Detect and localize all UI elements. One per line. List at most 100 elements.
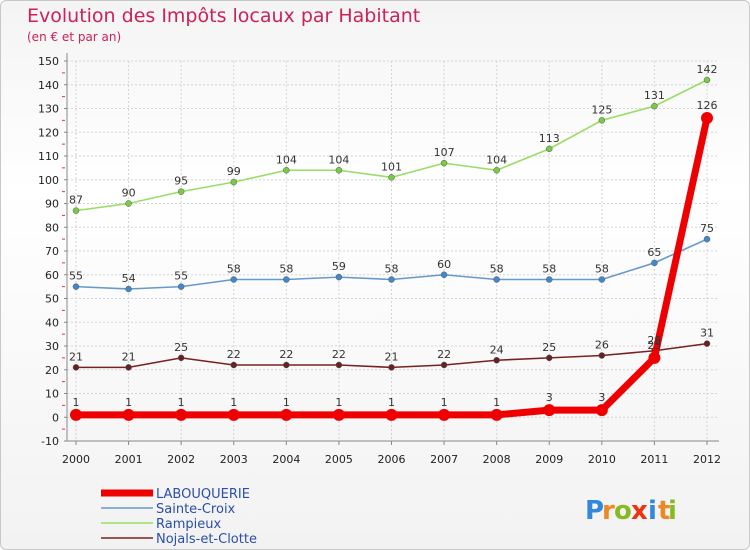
data-label: 99 — [227, 165, 241, 178]
x-tick-label: 2000 — [62, 453, 90, 466]
data-label: 113 — [539, 132, 560, 145]
data-label: 126 — [697, 99, 718, 112]
data-label: 1 — [230, 396, 237, 409]
data-point — [388, 364, 395, 371]
data-point — [335, 167, 343, 174]
y-tick-label: 0 — [52, 411, 59, 424]
data-point — [493, 276, 500, 283]
y-tick-label: 40 — [45, 316, 59, 329]
series-layer — [70, 76, 713, 421]
x-tick-label: 2007 — [430, 453, 458, 466]
data-label: 101 — [381, 160, 402, 173]
brand-letter: t — [658, 496, 670, 526]
brand-letter: P — [585, 496, 604, 526]
data-label: 1 — [283, 396, 290, 409]
data-label: 21 — [122, 350, 136, 363]
chart-title: Evolution des Impôts locaux par Habitant — [27, 5, 420, 27]
y-tick-label: 120 — [38, 126, 59, 139]
y-tick-label: 140 — [38, 79, 59, 92]
data-label: 104 — [328, 153, 349, 166]
data-point — [651, 102, 658, 110]
legend-label: LABOUQUERIE — [156, 487, 250, 502]
data-label: 1 — [335, 396, 342, 409]
data-point — [230, 361, 237, 369]
data-point — [72, 207, 80, 214]
data-label: 22 — [279, 348, 293, 361]
y-tick-label: 80 — [45, 221, 59, 234]
data-label: 55 — [69, 270, 83, 283]
data-point — [177, 188, 185, 195]
data-point — [125, 364, 132, 371]
data-label: 22 — [227, 348, 241, 361]
data-point — [490, 408, 503, 421]
axes: 1501401301201101009080706050403020100-10… — [38, 53, 721, 466]
legend-label: Nojals-et-Clotte — [156, 532, 257, 547]
data-point — [595, 404, 608, 417]
data-label: 1 — [125, 396, 132, 409]
data-point — [703, 340, 711, 347]
data-point — [598, 117, 606, 124]
data-label: 58 — [595, 263, 609, 276]
y-tick-label: 30 — [45, 340, 59, 353]
legend-label: Sainte-Croix — [156, 502, 236, 517]
data-label: 22 — [332, 348, 346, 361]
data-label: 90 — [122, 187, 136, 200]
data-label: 21 — [385, 350, 399, 363]
y-tick-label: 110 — [38, 150, 59, 163]
data-label: 54 — [122, 272, 136, 285]
y-tick-label: 60 — [45, 269, 59, 282]
data-point — [283, 361, 290, 369]
data-point — [388, 276, 395, 283]
data-label: 1 — [73, 396, 80, 409]
x-tick-label: 2011 — [640, 453, 668, 466]
y-tick-label: 20 — [45, 364, 59, 377]
data-label: 24 — [490, 343, 504, 356]
data-label: 25 — [174, 341, 188, 354]
data-point — [701, 112, 713, 124]
data-point — [543, 404, 556, 417]
data-label: 1 — [178, 396, 185, 409]
data-point — [546, 354, 553, 362]
legend: LABOUQUERIESainte-CroixRampieuxNojals-et… — [101, 487, 257, 547]
data-point — [280, 408, 293, 421]
data-point — [283, 167, 290, 174]
data-point — [388, 174, 395, 181]
data-label: 104 — [276, 153, 297, 166]
data-label: 87 — [69, 194, 83, 207]
y-tick-label: 10 — [45, 388, 59, 401]
data-point — [438, 408, 451, 421]
data-point — [385, 408, 398, 421]
x-tick-label: 2009 — [535, 453, 563, 466]
data-label: 58 — [227, 263, 241, 276]
data-label: 55 — [174, 270, 188, 283]
data-point — [177, 354, 185, 362]
x-tick-label: 2005 — [325, 453, 353, 466]
x-tick-label: 2002 — [167, 453, 195, 466]
data-point — [332, 408, 345, 421]
brand-letter: x — [631, 496, 648, 526]
data-point — [72, 283, 80, 290]
data-point — [493, 357, 500, 364]
y-tick-label: 50 — [45, 293, 59, 306]
y-tick-label: 150 — [38, 55, 59, 68]
chart-subtitle: (en € et par an) — [27, 30, 121, 44]
data-label: 3 — [546, 391, 553, 404]
x-tick-label: 2003 — [220, 453, 248, 466]
data-label: 26 — [595, 339, 609, 352]
brand-logo: Pr o x i ti — [585, 496, 677, 526]
brand-letter: i — [648, 496, 657, 526]
brand-letter: r — [602, 496, 615, 526]
data-point — [703, 76, 711, 84]
data-point — [227, 408, 240, 421]
data-point — [125, 285, 132, 293]
x-tick-label: 2008 — [483, 453, 511, 466]
data-point — [651, 259, 658, 267]
y-tick-label: 100 — [38, 174, 59, 187]
data-point — [122, 408, 135, 421]
data-label: 1 — [493, 396, 500, 409]
data-label: 131 — [644, 89, 665, 102]
data-label: 31 — [700, 327, 714, 340]
data-point — [440, 271, 448, 278]
data-label: 1 — [388, 396, 395, 409]
